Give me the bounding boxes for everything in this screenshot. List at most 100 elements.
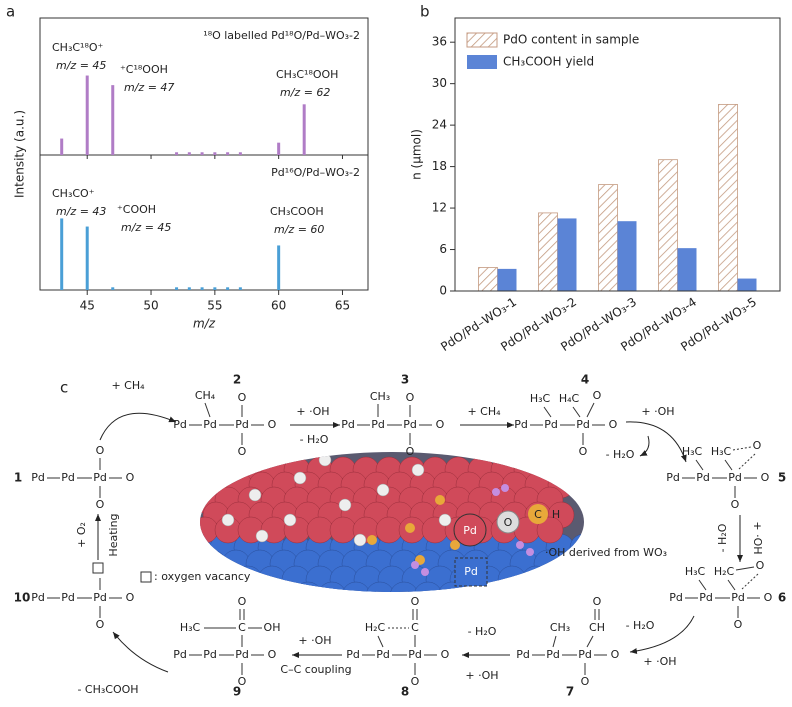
peak xyxy=(213,152,217,155)
ch-fragment xyxy=(421,568,429,576)
atom: Pd xyxy=(514,418,528,431)
atom: Pd xyxy=(403,418,417,431)
c-highlight xyxy=(528,504,548,524)
panel-letter: a xyxy=(6,3,15,21)
wo3-atom xyxy=(497,565,527,592)
plot-frame xyxy=(39,17,369,291)
atom: Pd xyxy=(699,591,713,604)
atom: O xyxy=(436,418,445,431)
atom-label: Pd xyxy=(463,524,477,537)
step-label: + ·OH xyxy=(641,405,674,418)
wo3-atom xyxy=(389,581,419,592)
bar xyxy=(538,212,558,292)
atom: H₃C xyxy=(711,445,732,458)
spectrum-label: ¹⁸O labelled Pd¹⁸O/Pd–WO₃-2 xyxy=(203,29,360,42)
step-label: - H₂O xyxy=(468,625,497,638)
atom: Pd xyxy=(696,471,710,484)
pd-highlight xyxy=(453,513,487,547)
atom-label: Pd xyxy=(464,565,478,578)
atom: Pd xyxy=(93,471,107,484)
atom: OH xyxy=(264,621,281,634)
note: : oxygen vacancy xyxy=(154,570,251,583)
h-atom xyxy=(221,513,235,527)
y-axis-label: Intensity (a.u.) xyxy=(13,110,27,198)
atom: C xyxy=(411,621,419,634)
compound-number: 9 xyxy=(233,685,241,699)
x-axis-label: m/z xyxy=(193,317,216,331)
ch-fragment xyxy=(526,548,534,556)
compound-number: 10 xyxy=(14,591,31,605)
atom: Pd xyxy=(203,418,217,431)
atom: Pd xyxy=(576,418,590,431)
x-tick-label: 60 xyxy=(271,299,286,313)
legend-swatch xyxy=(466,32,498,48)
step-label: + ·OH xyxy=(296,405,329,418)
peak-annotation: CH₃C¹⁸O⁺ xyxy=(52,41,104,54)
peak-mz: m/z = 45 xyxy=(121,221,171,234)
bond xyxy=(727,579,736,591)
legend-label: PdO content in sample xyxy=(503,33,639,47)
bond xyxy=(572,406,581,418)
atom: O xyxy=(731,498,740,511)
bond xyxy=(738,453,756,470)
atom: O xyxy=(761,471,770,484)
bond xyxy=(695,459,704,471)
peak-mz: m/z = 47 xyxy=(124,81,174,94)
compound-number: 8 xyxy=(401,685,409,699)
o-atom xyxy=(435,495,445,505)
bond xyxy=(552,635,557,648)
spectrum-label: Pd¹⁶O/Pd–WO₃-2 xyxy=(271,166,360,179)
atom: H₃C xyxy=(685,565,706,578)
atom: O xyxy=(96,498,105,511)
compound-number: 4 xyxy=(581,373,589,387)
h-atom xyxy=(411,463,425,477)
o-highlight xyxy=(496,510,520,534)
step-label: + O₂ xyxy=(75,522,88,548)
atom: O xyxy=(238,445,247,458)
vacancy-legend-square xyxy=(140,571,152,583)
peak xyxy=(175,152,179,155)
atom: O xyxy=(593,595,602,608)
atom: O xyxy=(238,675,247,688)
h-atom xyxy=(376,483,390,497)
y-tick-label: 36 xyxy=(432,35,447,49)
atom: Pd xyxy=(173,648,187,661)
atom: CH₄ xyxy=(195,389,216,402)
atom: O xyxy=(579,445,588,458)
atom: Pd xyxy=(578,648,592,661)
bond xyxy=(698,579,707,591)
peak xyxy=(200,287,204,290)
atom: H₃C xyxy=(682,445,703,458)
panel-letter: c xyxy=(60,379,68,397)
y-tick-label: 6 xyxy=(439,242,447,256)
compound-number: 1 xyxy=(14,471,22,485)
bond xyxy=(732,446,752,451)
compound-number: 7 xyxy=(566,685,574,699)
atom: CH₃ xyxy=(370,390,390,403)
atom: O xyxy=(411,595,420,608)
peak-annotation: CH₃COOH xyxy=(270,205,324,218)
surface-illustration xyxy=(200,452,584,592)
peak-annotation: CH₃CO⁺ xyxy=(52,187,95,200)
atom: O xyxy=(593,389,602,402)
y-tick-label: 0 xyxy=(439,284,447,298)
peak-mz: m/z = 43 xyxy=(56,205,106,218)
peak-mz: m/z = 45 xyxy=(56,59,106,72)
atom: Pd xyxy=(728,471,742,484)
wo3-atom xyxy=(509,581,539,592)
pd-atom xyxy=(329,516,357,544)
atom: O xyxy=(96,444,105,457)
note: ·OH derived from WO₃ xyxy=(545,546,667,559)
bond xyxy=(377,635,384,648)
bar xyxy=(497,268,517,291)
peak xyxy=(302,104,306,155)
step-label: + ·OH xyxy=(465,669,498,682)
peak xyxy=(175,287,179,290)
atom: O xyxy=(96,618,105,631)
atom: O xyxy=(441,648,450,661)
pd-atom xyxy=(214,456,242,484)
atom: Pd xyxy=(61,591,75,604)
peak-annotation: ⁺C¹⁸OOH xyxy=(120,63,168,76)
peak xyxy=(226,287,230,290)
wo3-atom xyxy=(521,565,551,592)
